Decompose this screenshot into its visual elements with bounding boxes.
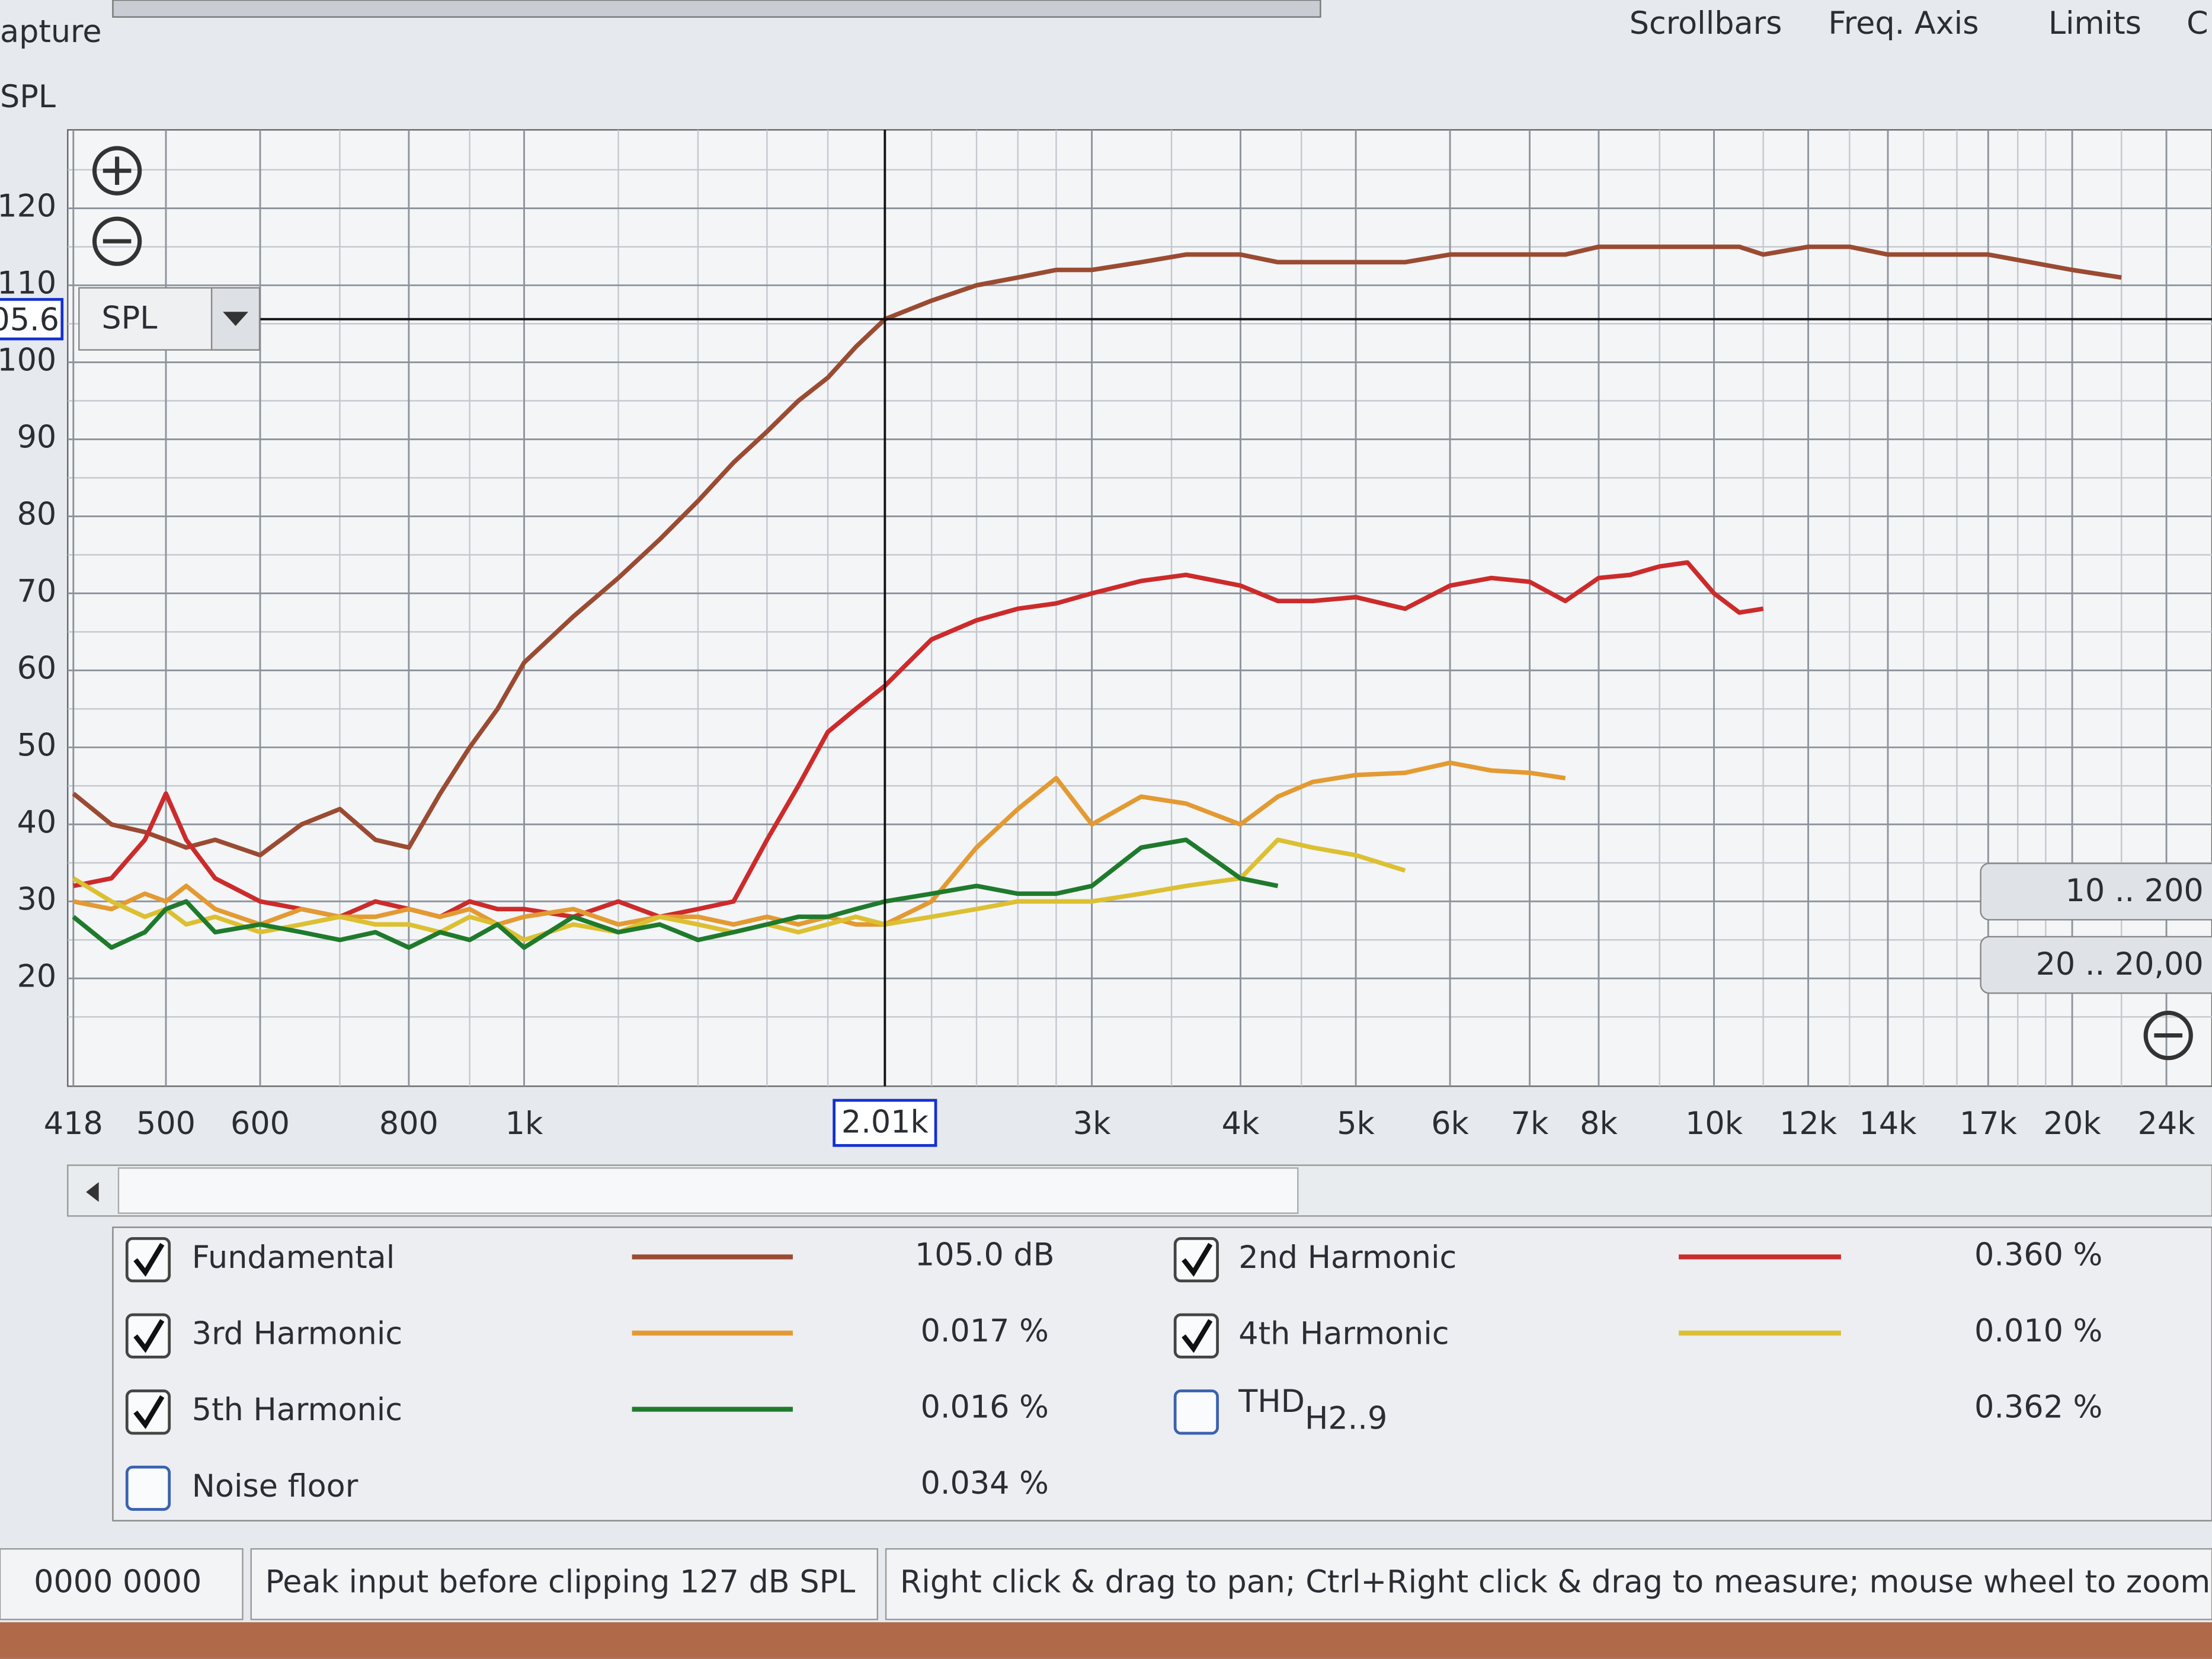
checkbox[interactable] (125, 1465, 171, 1511)
range-buttons: 10 .. 200 20 .. 20,00 (1980, 862, 2212, 994)
menu-item[interactable]: C (2187, 5, 2208, 41)
y-tick-label: 120 (0, 188, 56, 225)
checkmark (133, 1242, 165, 1277)
x-tick-label: 600 (231, 1106, 290, 1142)
grid (68, 130, 2212, 1087)
y-tick-label: 90 (17, 419, 57, 455)
desk-background (0, 1622, 2212, 1659)
spl-dropdown[interactable] (78, 287, 261, 351)
range-button-label: 20 .. 20,00 (2036, 946, 2204, 982)
status-text: 0000 0000 (34, 1564, 201, 1600)
y-tick-label: 100 (0, 342, 56, 378)
y-tick-label: 30 (17, 881, 57, 917)
checkmark (133, 1319, 165, 1353)
status-panel (885, 1548, 2212, 1620)
range-button-label: 10 .. 200 (2066, 873, 2204, 909)
tab-strip[interactable] (112, 0, 1321, 18)
checkmark (133, 1395, 165, 1430)
legend-readout: 0.360 % (1974, 1237, 2102, 1273)
scrollbar[interactable] (67, 1164, 2212, 1217)
range-button[interactable] (1980, 936, 2212, 994)
legend-readout: 0.362 % (1974, 1389, 2102, 1425)
x-tick-label: 800 (379, 1106, 438, 1142)
legend-readout: 105.0 dB (915, 1237, 1055, 1273)
cursor-y-label: 105.6 (0, 302, 59, 338)
y-tick-label: 50 (17, 727, 57, 763)
status-bar: 0000 0000 Peak input before clipping 127 … (0, 1548, 2212, 1620)
axes: 418 500 600 800 1k 3k 4k 5k 6k 7k 8k 10k 12k 14k 17k 20… (0, 130, 2212, 1147)
series-line (73, 760, 1566, 927)
x-tick-label: 500 (136, 1106, 196, 1142)
traces (72, 244, 2122, 950)
x-tick-label: 3k (1073, 1106, 1111, 1142)
y-tick-label: 40 (17, 804, 57, 840)
plot-area (67, 129, 2212, 1087)
y-tick-label: 20 (17, 958, 57, 994)
status-panel (250, 1548, 879, 1620)
range-zoom-out[interactable] (2143, 1010, 2193, 1061)
y-tick-label: 60 (17, 650, 57, 686)
checkbox[interactable] (1173, 1389, 1219, 1435)
series-line (72, 837, 1279, 950)
status-panel (0, 1548, 244, 1620)
y-axis-label: SPL (0, 79, 56, 115)
legend-readout: 0.017 % (921, 1313, 1049, 1349)
legend-subscript: H2..9 (1305, 1401, 1387, 1437)
x-tick-label: 4k (1222, 1106, 1260, 1142)
status-text: Right click & drag to pan; Ctrl+Right cl… (900, 1564, 2210, 1600)
menu-item[interactable]: Freq. Axis (1828, 5, 1979, 41)
series-line (72, 244, 2122, 858)
x-tick-label: 8k (1580, 1106, 1618, 1142)
menu-item[interactable]: Limits (2048, 5, 2141, 41)
zoom-out[interactable] (92, 216, 142, 266)
legend-readout: 0.010 % (1974, 1313, 2102, 1349)
x-tick-label: 6k (1431, 1106, 1469, 1142)
legend-name: 2nd Harmonic (1238, 1240, 1456, 1276)
y-tick-label: 110 (0, 265, 56, 301)
x-tick-label: 418 (44, 1106, 103, 1142)
legend-name: 4th Harmonic (1238, 1316, 1449, 1352)
checkmark (1182, 1319, 1213, 1353)
legend-name: Noise floor (192, 1468, 358, 1504)
x-tick-label: 10k (1685, 1106, 1743, 1142)
legend-name: Fundamental (192, 1240, 395, 1276)
legend-name: THD (1238, 1383, 1305, 1420)
series-line (72, 837, 1406, 943)
x-tick-label: 17k (1960, 1106, 2018, 1142)
cursor-x-label: 2.01k (841, 1104, 929, 1141)
x-tick-label: 12k (1779, 1106, 1838, 1142)
x-tick-label: 14k (1859, 1106, 1918, 1142)
y-tick-label: 70 (17, 573, 57, 609)
x-tick-label: 7k (1511, 1106, 1549, 1142)
cursor-x-box (833, 1098, 937, 1147)
legend: Fundamental 105.0 dB 2nd Harmonic 0.360 % 3r… (125, 1237, 2102, 1511)
x-tick-label: 20k (2044, 1106, 2102, 1142)
cursor-y-box (0, 297, 64, 341)
checkmark (1182, 1242, 1213, 1277)
x-tick-label: 5k (1337, 1106, 1375, 1142)
status-text: Peak input before clipping 127 dB SPL (265, 1564, 856, 1600)
spl-selector: SPL (101, 300, 157, 337)
legend-name: 3rd Harmonic (192, 1316, 402, 1352)
menu-item[interactable]: Scrollbars (1630, 5, 1782, 41)
menu-left: apture (0, 14, 102, 50)
legend-panel (112, 1226, 2212, 1522)
legend-readout: 0.016 % (921, 1389, 1049, 1425)
x-tick-label: 24k (2138, 1106, 2196, 1142)
legend-readout: 0.034 % (921, 1465, 1049, 1501)
legend-name: 5th Harmonic (192, 1392, 402, 1428)
range-button[interactable] (1980, 862, 2212, 921)
x-tick-label: 1k (505, 1106, 543, 1142)
zoom-in[interactable] (92, 146, 142, 196)
y-tick-label: 80 (17, 496, 57, 532)
menu-bar: Scrollbars Freq. Axis Limits C (1630, 5, 2208, 41)
